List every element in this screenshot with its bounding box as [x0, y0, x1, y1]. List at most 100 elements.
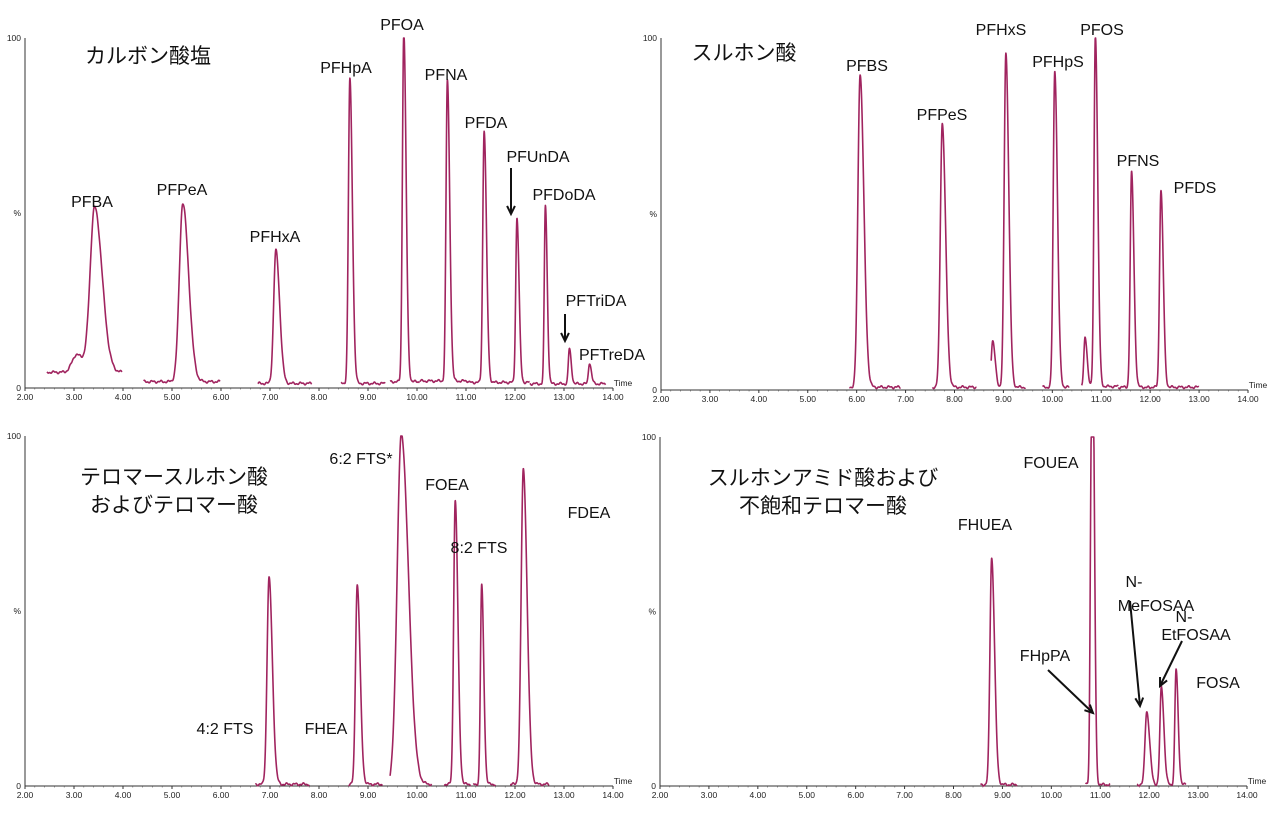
x-tick-label: 12.00: [504, 392, 526, 402]
y-tick-label: 0: [16, 781, 21, 791]
annotation-arrow: [1047, 669, 1094, 714]
x-tick-label: 14.00: [1236, 790, 1258, 800]
x-tick-label: 5.00: [164, 392, 181, 402]
chromatogram-panel-3: 2.00 3.00 4.00 5.00 6.00 7.00 8.00 9.00 10.00 11.…: [7, 431, 633, 800]
chromatogram-trace: [347, 584, 384, 787]
x-tick-label: 4.00: [115, 392, 132, 402]
arrow-head: [1084, 704, 1095, 715]
chromatogram-trace: [257, 248, 313, 386]
x-tick-label: 11.00: [1090, 790, 1111, 800]
y-tick-label: 100: [643, 33, 657, 43]
annotation-arrow: [1129, 600, 1141, 707]
chromatogram-trace: [142, 203, 221, 384]
x-tick-label: 3.00: [66, 392, 83, 402]
panel-title: カルボン酸塩: [85, 44, 211, 68]
peak-label: FOUEA: [1023, 455, 1078, 472]
chromatogram-trace: [509, 467, 550, 787]
x-tick-label: 7.00: [897, 394, 914, 404]
x-tick-label: 4.00: [115, 790, 132, 800]
chromatogram-trace: [467, 130, 531, 385]
x-tick-label: 10.00: [1041, 790, 1063, 800]
peak-label: MeFOSAA: [1118, 598, 1195, 615]
panel-title: スルホン酸: [692, 41, 797, 65]
x-tick-label: 7.00: [896, 790, 913, 800]
y-axis-label: %: [648, 607, 656, 617]
x-tick-label: 14.00: [602, 392, 624, 402]
peak-label: PFBS: [846, 58, 888, 75]
x-tick-label: 2.00: [17, 392, 34, 402]
chromatogram-trace: [848, 74, 902, 390]
peak-label: PFOS: [1080, 22, 1124, 39]
x-axis-label: Time: [1249, 380, 1268, 390]
chromatogram-trace: [529, 204, 607, 386]
peak-label: PFHpS: [1032, 54, 1084, 71]
peak-label: PFHpA: [320, 60, 372, 77]
y-axis-label: %: [649, 209, 657, 219]
chromatogram-trace: [1041, 70, 1070, 389]
panel-title: およびテロマー酸: [90, 493, 258, 517]
chromatogram-trace: [418, 79, 470, 384]
peak-label: PFOA: [380, 17, 424, 34]
x-tick-label: 6.00: [848, 394, 865, 404]
x-tick-label: 3.00: [702, 394, 719, 404]
chromatogram-panel-2: 2.00 3.00 4.00 5.00 6.00 7.00 8.00 9.00 10.00 11.…: [643, 22, 1268, 404]
x-tick-label: 12.00: [1140, 394, 1162, 404]
x-tick-label: 9.00: [360, 790, 377, 800]
x-tick-label: 3.00: [701, 790, 718, 800]
x-tick-label: 10.00: [406, 790, 428, 800]
peak-label: FDEA: [568, 505, 611, 522]
panel-title: 不飽和テロマー酸: [739, 494, 907, 518]
chromatogram-trace: [990, 52, 1027, 390]
y-tick-label: 0: [652, 385, 657, 395]
x-axis-label: Time: [1248, 776, 1267, 786]
x-tick-label: 12.00: [1139, 790, 1161, 800]
peak-label: PFPeA: [157, 182, 208, 199]
x-tick-label: 10.00: [406, 392, 428, 402]
chromatogram-trace: [1084, 436, 1111, 787]
chromatogram-trace: [1080, 37, 1119, 389]
y-axis-label: %: [13, 208, 21, 218]
arrow-head: [1158, 676, 1168, 689]
chromatogram-panel-1: 2.00 3.00 4.00 5.00 6.00 7.00 8.00 9.00 10.00 11.…: [7, 17, 646, 402]
peak-label: FOEA: [425, 477, 469, 494]
x-tick-label: 6.00: [847, 790, 864, 800]
chromatogram-trace: [46, 205, 123, 375]
chromatogram-trace: [443, 499, 472, 787]
x-tick-label: 11.00: [456, 392, 477, 402]
peak-label: PFNA: [425, 67, 468, 84]
chromatogram-trace: [340, 77, 386, 386]
peak-label: FOSA: [1196, 675, 1240, 692]
x-tick-label: 5.00: [798, 790, 815, 800]
peak-label: PFNS: [1117, 153, 1160, 170]
y-tick-label: 100: [7, 431, 21, 441]
x-tick-label: 5.00: [164, 790, 181, 800]
peak-label: PFHxA: [250, 229, 301, 246]
x-tick-label: 3.00: [66, 790, 83, 800]
chromatogram-trace: [254, 576, 310, 787]
arrow-head: [560, 332, 570, 344]
arrow-head: [1134, 697, 1145, 709]
x-tick-label: 11.00: [1091, 394, 1112, 404]
x-tick-label: 13.00: [1188, 394, 1210, 404]
x-tick-label: 6.00: [213, 790, 230, 800]
x-tick-label: 4.00: [751, 394, 768, 404]
chromatogram-trace: [1147, 189, 1200, 390]
x-tick-label: 14.00: [602, 790, 624, 800]
panel-title: スルホンアミド酸および: [708, 466, 939, 490]
peak-label: PFHxS: [976, 22, 1027, 39]
x-tick-label: 11.00: [456, 790, 477, 800]
peak-label: 8:2 FTS: [451, 540, 508, 557]
peak-label: PFDA: [465, 115, 508, 132]
x-tick-label: 6.00: [213, 392, 230, 402]
x-axis-label: Time: [614, 776, 633, 786]
x-tick-label: 4.00: [750, 790, 767, 800]
peak-label: PFDS: [1174, 180, 1217, 197]
x-tick-label: 2.00: [653, 394, 670, 404]
chromatogram-trace: [389, 435, 433, 787]
peak-label: EtFOSAA: [1161, 627, 1231, 644]
peak-label: PFTreDA: [579, 347, 645, 364]
peak-label: N-: [1176, 609, 1193, 626]
x-tick-label: 9.00: [360, 392, 377, 402]
chromatogram-trace: [1117, 170, 1149, 390]
